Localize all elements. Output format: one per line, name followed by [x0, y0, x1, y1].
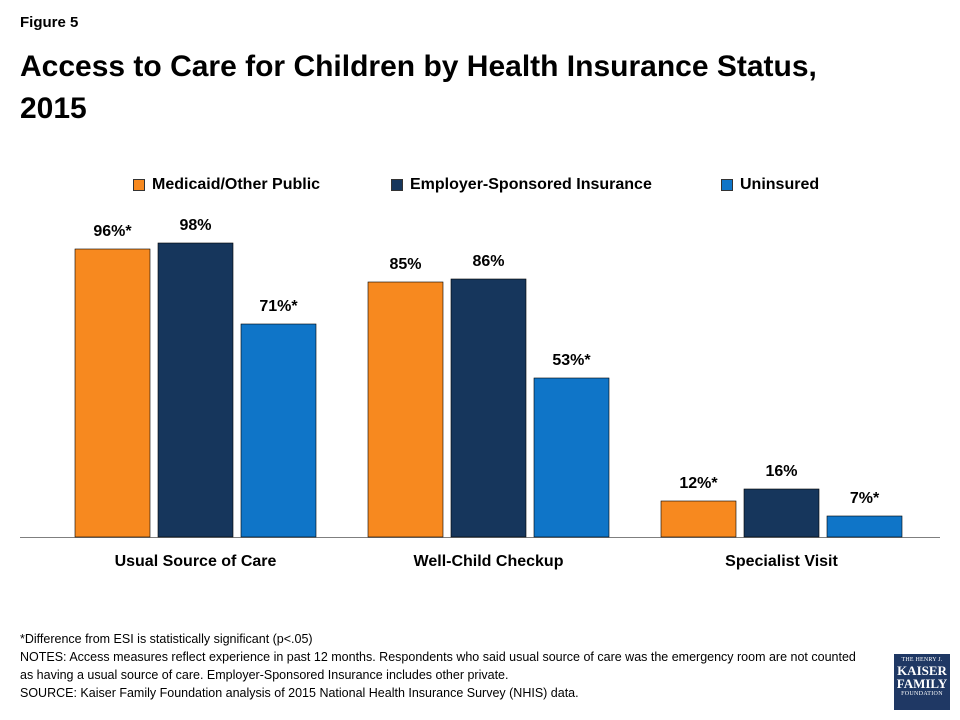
bar-1-1: [450, 278, 527, 538]
chart-title-line-2: 2015: [20, 92, 87, 125]
bar-0-1: [157, 242, 234, 538]
category-label-1: Well-Child Checkup: [414, 553, 564, 570]
bar-1-0: [367, 281, 444, 538]
chart-title-line-1: Access to Care for Children by Health In…: [20, 50, 817, 83]
data-label-0-1: 98%: [179, 217, 211, 234]
legend-item-medicaid: Medicaid/Other Public: [133, 174, 320, 196]
data-label-2-0: 12%*: [679, 475, 718, 492]
legend-label-uninsured: Uninsured: [740, 176, 820, 193]
chart-title: Access to Care for Children by Health In…: [20, 46, 920, 130]
legend-item-uninsured: Uninsured: [721, 174, 819, 196]
bar-1-2: [533, 377, 610, 538]
legend-swatch-uninsured: [721, 179, 733, 191]
data-label-0-0: 96%*: [93, 223, 132, 240]
bar-2-1: [743, 488, 820, 538]
category-label-0: Usual Source of Care: [115, 553, 277, 570]
legend-swatch-medicaid: [133, 179, 145, 191]
bar-0-0: [74, 248, 151, 538]
chart-notes: *Difference from ESI is statistically si…: [20, 630, 860, 702]
source-note: SOURCE: Kaiser Family Foundation analysi…: [20, 686, 579, 700]
legend-swatch-esi: [391, 179, 403, 191]
figure-label: Figure 5: [20, 14, 79, 31]
notes-text: NOTES: Access measures reflect experienc…: [20, 650, 856, 682]
data-label-2-2: 7%*: [850, 490, 880, 507]
data-label-0-2: 71%*: [259, 298, 298, 315]
significance-note: *Difference from ESI is statistically si…: [20, 632, 313, 646]
bar-0-2: [240, 323, 317, 538]
bar-2-2: [826, 515, 903, 538]
legend-label-esi: Employer-Sponsored Insurance: [410, 176, 652, 193]
legend-label-medicaid: Medicaid/Other Public: [152, 176, 321, 193]
bar-2-0: [660, 500, 737, 538]
data-label-1-0: 85%: [389, 256, 421, 273]
legend-item-esi: Employer-Sponsored Insurance: [391, 174, 652, 196]
data-label-1-1: 86%: [472, 253, 504, 270]
chart-legend: Medicaid/Other Public Employer-Sponsored…: [0, 174, 960, 196]
data-label-2-1: 16%: [765, 463, 797, 480]
kff-logo: THE HENRY J. KAISER FAMILY FOUNDATION: [894, 654, 950, 710]
data-label-1-2: 53%*: [552, 352, 591, 369]
category-label-2: Specialist Visit: [725, 553, 838, 570]
bar-chart: 96%* 98% 71%* Usual Source of Care 85% 86% 53%…: [20, 217, 940, 570]
